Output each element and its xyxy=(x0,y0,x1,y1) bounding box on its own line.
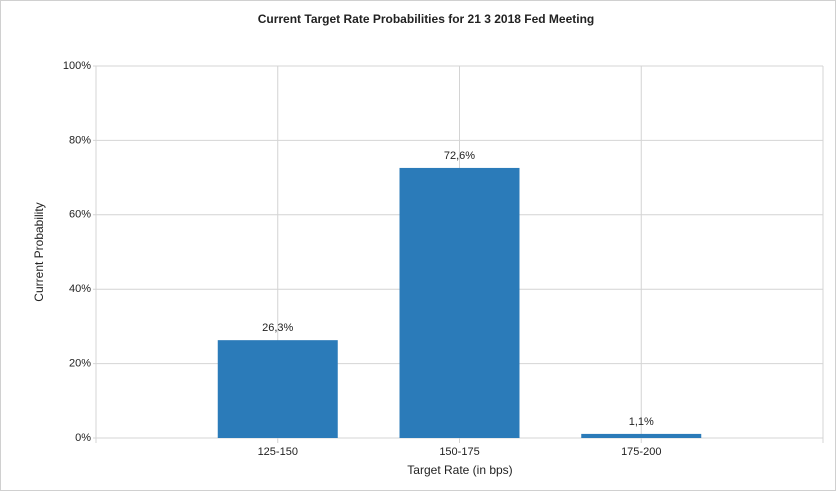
y-tick-label: 0% xyxy=(75,432,91,444)
y-axis-title: Current Probability xyxy=(32,202,46,301)
y-tick-label: 100% xyxy=(63,60,91,72)
bar xyxy=(581,433,702,438)
chart-title: Current Target Rate Probabilities for 21… xyxy=(258,12,595,26)
y-tick-label: 80% xyxy=(69,134,91,146)
x-axis-title: Target Rate (in bps) xyxy=(407,463,512,477)
bar xyxy=(217,340,338,438)
bar xyxy=(399,167,520,439)
y-tick-label: 40% xyxy=(69,283,91,295)
y-tick-label: 60% xyxy=(69,209,91,221)
y-tick-label: 20% xyxy=(69,358,91,370)
x-tick-label: 125-150 xyxy=(258,446,298,458)
data-label: 1,1% xyxy=(629,416,654,428)
data-label: 26,3% xyxy=(262,322,293,334)
x-tick-label: 175-200 xyxy=(621,446,661,458)
data-label: 72,6% xyxy=(444,150,475,162)
x-tick-label: 150-175 xyxy=(439,446,479,458)
